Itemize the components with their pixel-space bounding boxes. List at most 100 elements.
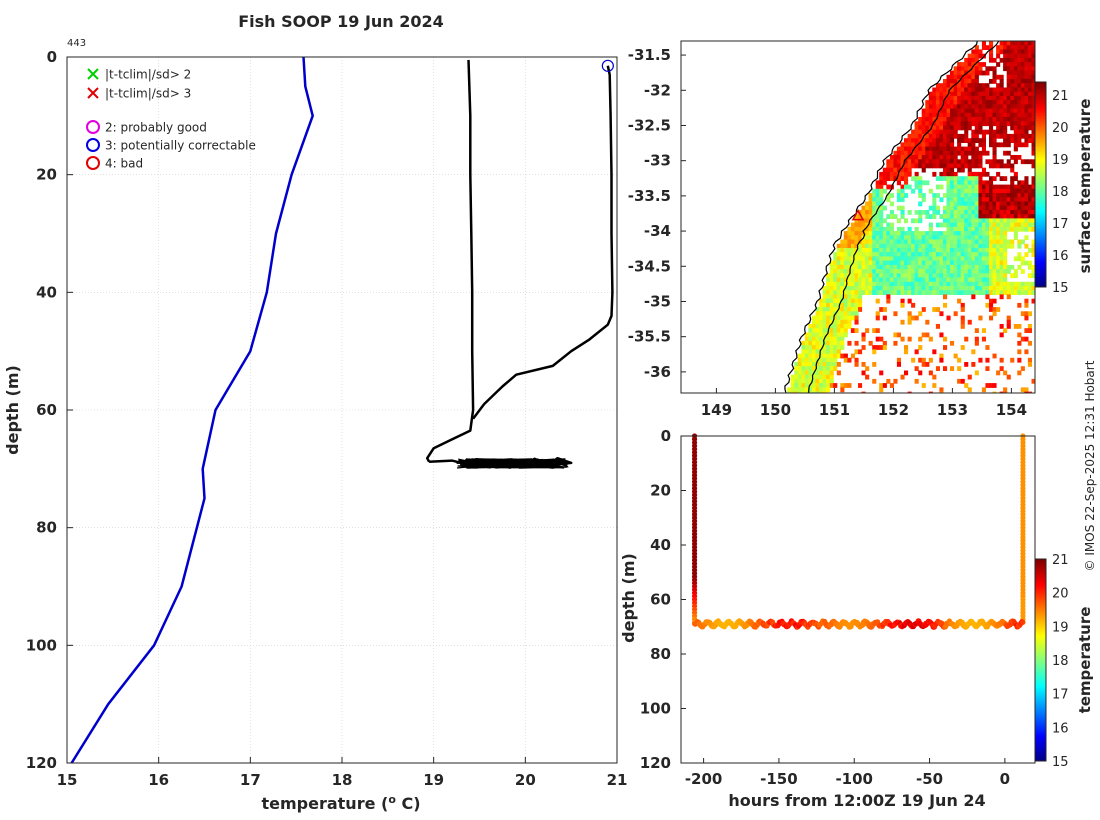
- sst-cell: [1017, 340, 1022, 346]
- sst-cell: [935, 125, 940, 131]
- sst-cell: [953, 133, 958, 139]
- sst-cell: [989, 218, 994, 224]
- sst-cell: [1027, 117, 1032, 122]
- sst-cell: [964, 226, 969, 232]
- sst-cell: [840, 243, 845, 249]
- sst-cell: [879, 171, 884, 177]
- sst-cell: [1031, 222, 1035, 228]
- sst-cell: [907, 319, 912, 325]
- sst-cell: [904, 286, 909, 291]
- sst-cell: [1006, 57, 1011, 63]
- colorbar-segment: [1035, 696, 1046, 699]
- colorbar-segment: [1035, 168, 1046, 171]
- sst-cell: [829, 290, 834, 295]
- sst-cell: [1013, 41, 1018, 46]
- sst-cell: [808, 383, 813, 388]
- sst-cell: [886, 264, 891, 270]
- sst-cell: [833, 277, 838, 283]
- sst-cell: [875, 252, 880, 257]
- sst-cell: [1027, 248, 1032, 253]
- colorbar-segment: [1035, 264, 1046, 267]
- sst-cell: [1024, 45, 1029, 50]
- colorbar-segment: [1035, 672, 1046, 675]
- sst-cell: [815, 332, 820, 338]
- sst-cell: [893, 273, 898, 279]
- colorbar-segment: [1035, 746, 1046, 750]
- sst-cell: [985, 100, 990, 105]
- sst-cell: [861, 210, 866, 215]
- sst-cell: [935, 264, 940, 270]
- sst-cell: [904, 218, 909, 224]
- sst-cell: [953, 184, 958, 190]
- colorbar-segment: [1035, 184, 1046, 188]
- sst-cell: [953, 197, 958, 203]
- sst-cell: [882, 340, 887, 346]
- sst-cell: [985, 214, 990, 219]
- sst-cell: [939, 129, 944, 135]
- sst-cell: [921, 243, 926, 249]
- sst-cell: [992, 256, 997, 262]
- sst-cell: [981, 150, 986, 156]
- sst-cell: [801, 383, 806, 388]
- sst-cell: [889, 155, 894, 160]
- sst-cell: [964, 108, 969, 114]
- sst-cell: [967, 146, 972, 152]
- sst-cell: [989, 79, 994, 84]
- colorbar-segment: [1035, 613, 1046, 617]
- sst-cell: [847, 248, 852, 253]
- sst-cell: [971, 264, 976, 270]
- sst-cell: [808, 366, 813, 371]
- colorbar-segment: [1035, 256, 1046, 259]
- sst-cell: [829, 294, 834, 300]
- colorbar-segment: [1035, 641, 1046, 645]
- td-ytick-label: 20: [650, 482, 671, 500]
- sst-cell: [974, 66, 979, 72]
- sst-cell: [978, 269, 983, 274]
- sst-cell: [1010, 104, 1015, 110]
- sst-cell: [843, 328, 848, 333]
- sst-cell: [797, 370, 802, 376]
- sst-cell: [921, 357, 926, 363]
- sst-cell: [801, 366, 806, 371]
- sst-cell: [896, 277, 901, 283]
- sst-cell: [1024, 104, 1029, 110]
- sst-cell: [1003, 125, 1008, 131]
- colorbar-segment: [1035, 196, 1046, 200]
- sst-cell: [957, 210, 962, 215]
- sst-cell: [1017, 226, 1022, 232]
- sst-cell: [1027, 286, 1032, 291]
- sst-cell: [1010, 167, 1015, 173]
- sst-cell: [900, 277, 905, 283]
- sst-cell: [875, 286, 880, 291]
- sst-cell: [999, 159, 1004, 165]
- sst-cell: [946, 315, 951, 321]
- sst-cell: [1010, 273, 1015, 279]
- colorbar-segment: [1035, 233, 1046, 237]
- sst-cell: [964, 100, 969, 105]
- sst-cell: [1024, 121, 1029, 127]
- sst-cell: [932, 142, 937, 148]
- colorbar-segment: [1035, 565, 1046, 568]
- sst-cell: [921, 239, 926, 245]
- sst-cell: [950, 252, 955, 257]
- sst-cell: [907, 298, 912, 304]
- sst-cell: [950, 226, 955, 232]
- sst-cell: [928, 205, 933, 211]
- sst-cell: [1010, 176, 1015, 181]
- sst-cell: [900, 286, 905, 291]
- sst-cell: [1024, 83, 1029, 88]
- sst-cell: [893, 269, 898, 274]
- sst-cell: [1017, 91, 1022, 97]
- sst-cell: [950, 340, 955, 346]
- legend-circle-marker: [86, 138, 100, 152]
- sst-cell: [1003, 260, 1008, 266]
- sst-cell: [819, 391, 824, 393]
- sst-cell: [836, 332, 841, 338]
- sst-cell: [960, 184, 965, 190]
- sst-cell: [1027, 214, 1032, 219]
- sst-cell: [889, 290, 894, 295]
- sst-cell: [826, 315, 831, 321]
- sst-cell: [1006, 74, 1011, 80]
- sst-cell: [939, 391, 944, 393]
- sst-cell: [943, 155, 948, 160]
